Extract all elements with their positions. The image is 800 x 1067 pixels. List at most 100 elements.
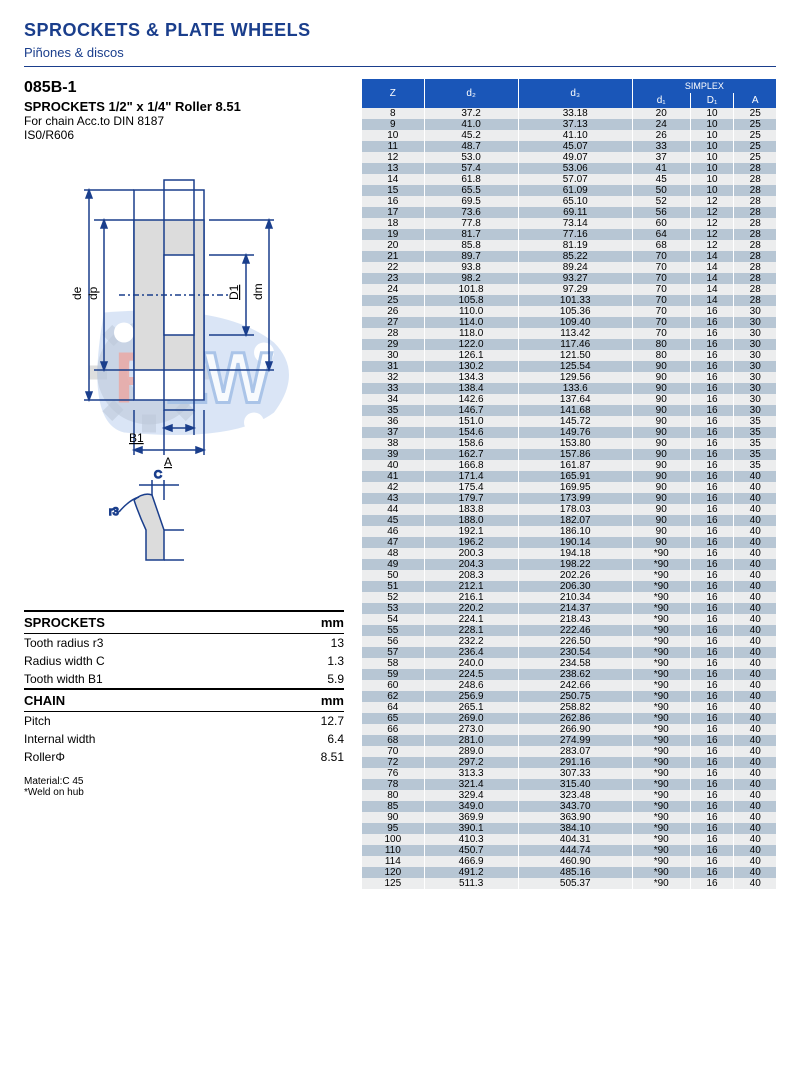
table-cell: 234.58 (518, 658, 632, 669)
table-cell: 28 (362, 328, 424, 339)
table-cell: 16 (690, 636, 734, 647)
table-cell: 68 (362, 735, 424, 746)
table-cell: 77.16 (518, 229, 632, 240)
table-cell: 16 (690, 339, 734, 350)
table-row: 1148.745.07331025 (362, 141, 776, 152)
table-cell: 232.2 (424, 636, 518, 647)
table-cell: 40 (734, 625, 776, 636)
table-cell: 511.3 (424, 878, 518, 889)
table-cell: 410.3 (424, 834, 518, 845)
table-cell: 70 (632, 306, 690, 317)
table-cell: 45 (632, 174, 690, 185)
table-cell: 70 (632, 295, 690, 306)
table-cell: 349.0 (424, 801, 518, 812)
table-cell: 40 (734, 647, 776, 658)
table-cell: *90 (632, 680, 690, 691)
table-cell: 30 (734, 405, 776, 416)
table-cell: 16 (690, 669, 734, 680)
sprockets-params-table: SPROCKETSmm Tooth radius r313Radius widt… (24, 610, 344, 766)
technical-diagram: P L W (24, 160, 344, 590)
table-cell: 30 (734, 306, 776, 317)
table-cell: 68 (632, 240, 690, 251)
table-cell: 105.8 (424, 295, 518, 306)
table-cell: 390.1 (424, 823, 518, 834)
table-cell: 20 (632, 108, 690, 119)
table-cell: 69.11 (518, 207, 632, 218)
table-cell: 37.13 (518, 119, 632, 130)
table-cell: 16 (690, 394, 734, 405)
table-row: 62256.9250.75*901640 (362, 691, 776, 702)
table-cell: 16 (690, 856, 734, 867)
table-cell: 40 (734, 482, 776, 493)
table-cell: 40 (734, 724, 776, 735)
table-cell: 262.86 (518, 713, 632, 724)
table-row: 1253.049.07371025 (362, 152, 776, 163)
table-cell: 16 (690, 361, 734, 372)
table-cell: 28 (734, 196, 776, 207)
table-cell: 214.37 (518, 603, 632, 614)
table-cell: 53.06 (518, 163, 632, 174)
table-cell: 61.8 (424, 174, 518, 185)
table-cell: 81.7 (424, 229, 518, 240)
svg-text:D1: D1 (227, 284, 241, 300)
table-cell: 40 (734, 768, 776, 779)
table-row: 1669.565.10521228 (362, 196, 776, 207)
table-row: 24101.897.29701428 (362, 284, 776, 295)
table-cell: 100 (362, 834, 424, 845)
table-cell: 40 (734, 691, 776, 702)
table-cell: 183.8 (424, 504, 518, 515)
table-cell: 16 (690, 581, 734, 592)
table-row: 39162.7157.86901635 (362, 449, 776, 460)
table-cell: *90 (632, 570, 690, 581)
table-cell: 218.43 (518, 614, 632, 625)
table-cell: 114 (362, 856, 424, 867)
table-row: 41171.4165.91901640 (362, 471, 776, 482)
table-row: 27114.0109.40701630 (362, 317, 776, 328)
table-cell: 281.0 (424, 735, 518, 746)
table-row: 45188.0182.07901640 (362, 515, 776, 526)
table-cell: 210.34 (518, 592, 632, 603)
table-cell: 466.9 (424, 856, 518, 867)
table-row: 837.233.18201025 (362, 108, 776, 119)
table-cell: 40 (734, 636, 776, 647)
product-spec-line1: For chain Acc.to DIN 8187 (24, 114, 344, 128)
table-cell: 70 (632, 284, 690, 295)
unit-mm: mm (272, 611, 344, 634)
table-cell: *90 (632, 779, 690, 790)
table-cell: 73.6 (424, 207, 518, 218)
table-cell: 166.8 (424, 460, 518, 471)
table-cell: *90 (632, 768, 690, 779)
table-cell: 26 (362, 306, 424, 317)
table-cell: 20 (362, 240, 424, 251)
table-cell: 40 (734, 526, 776, 537)
table-cell: 40 (734, 834, 776, 845)
table-row: 125511.3505.37*901640 (362, 878, 776, 889)
col-D1: D₁ (690, 93, 734, 108)
table-cell: 248.6 (424, 680, 518, 691)
table-cell: 16 (690, 592, 734, 603)
table-row: 52216.1210.34*901640 (362, 592, 776, 603)
table-row: 47196.2190.14901640 (362, 537, 776, 548)
table-cell: 110 (362, 845, 424, 856)
table-cell: 12 (690, 207, 734, 218)
table-cell: *90 (632, 603, 690, 614)
table-cell: 35 (734, 449, 776, 460)
table-cell: 198.22 (518, 559, 632, 570)
table-cell: 41.10 (518, 130, 632, 141)
table-row: 46192.1186.10901640 (362, 526, 776, 537)
table-cell: 16 (690, 658, 734, 669)
table-cell: *90 (632, 757, 690, 768)
table-row: 1877.873.14601228 (362, 218, 776, 229)
table-cell: 200.3 (424, 548, 518, 559)
table-cell: 44 (362, 504, 424, 515)
table-cell: 196.2 (424, 537, 518, 548)
table-cell: 35 (734, 427, 776, 438)
table-cell: 90 (632, 504, 690, 515)
table-row: 36151.0145.72901635 (362, 416, 776, 427)
table-cell: 70 (632, 262, 690, 273)
table-cell: 57 (362, 647, 424, 658)
table-cell: 40 (734, 812, 776, 823)
table-cell: 101.33 (518, 295, 632, 306)
svg-text:de: de (70, 286, 84, 300)
table-cell: 16 (690, 801, 734, 812)
